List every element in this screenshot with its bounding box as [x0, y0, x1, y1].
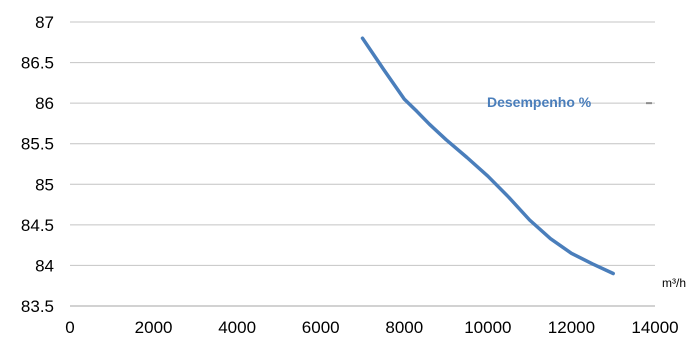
x-tick-label: 10000 [464, 318, 511, 337]
x-tick-label: 12000 [548, 318, 595, 337]
legend: Desempenho % [487, 94, 652, 110]
x-tick-label: 2000 [135, 318, 173, 337]
y-tick-label: 83.5 [21, 297, 54, 316]
x-tick-label: 0 [65, 318, 74, 337]
x-axis-unit-label: m³/h [662, 276, 686, 290]
y-tick-label: 86.5 [21, 54, 54, 73]
y-tick-labels: 83.5 84 84.5 85 85.5 86 86.5 87 [21, 13, 54, 316]
x-tick-label: 14000 [631, 318, 678, 337]
series-layer [360, 36, 615, 276]
x-tick-label: 4000 [218, 318, 256, 337]
legend-label: Desempenho % [487, 94, 592, 110]
y-tick-label: 85 [35, 175, 54, 194]
y-tick-label: 86 [35, 94, 54, 113]
y-tick-label: 85.5 [21, 135, 54, 154]
x-tick-label: 6000 [302, 318, 340, 337]
y-tick-label: 84 [35, 256, 54, 275]
x-tick-label: 8000 [385, 318, 423, 337]
x-tick-labels: 0 2000 4000 6000 8000 10000 12000 14000 [65, 318, 678, 337]
series-line [360, 36, 615, 276]
gridlines [70, 21, 655, 307]
y-tick-label: 87 [35, 13, 54, 32]
y-tick-label: 84.5 [21, 216, 54, 235]
